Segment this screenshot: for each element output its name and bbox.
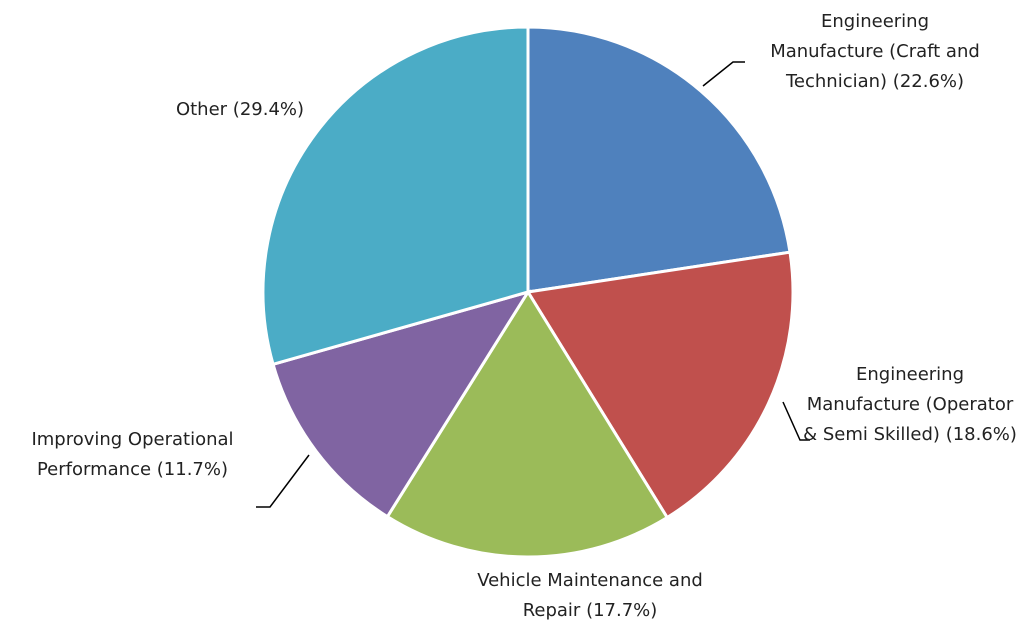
leader-line: [782, 401, 810, 441]
value-label: (18.6%): [945, 424, 1017, 445]
value-label: (29.4%): [232, 99, 305, 120]
category-label: Engineering Manufacture (Operator & Semi…: [803, 364, 1014, 445]
pie-slice: [261, 25, 530, 367]
category-label: Engineering Manufacture (Craft and Techn…: [770, 11, 980, 92]
data-label: Engineering Manufacture (Operator & Semi…: [800, 360, 1020, 450]
pie-slice: [526, 25, 792, 294]
category-label: Other: [175, 99, 228, 120]
pie-slice: [271, 289, 532, 519]
value-label: (11.7%): [156, 459, 229, 480]
value-label: (17.7%): [586, 600, 658, 621]
leader-line: [256, 454, 310, 508]
category-label: Vehicle Maintenance and Repair: [477, 570, 703, 621]
data-label: Other (29.4%): [140, 95, 340, 125]
leader-line: [702, 61, 745, 87]
pie-slice: [385, 289, 670, 559]
category-label: Improving Operational Performance: [31, 429, 234, 480]
pie-slice: [525, 250, 795, 520]
data-label: Improving Operational Performance (11.7%…: [5, 425, 260, 485]
data-label: Engineering Manufacture (Craft and Techn…: [770, 7, 980, 97]
data-label: Vehicle Maintenance and Repair (17.7%): [450, 566, 730, 626]
value-label: (22.6%): [892, 71, 965, 92]
